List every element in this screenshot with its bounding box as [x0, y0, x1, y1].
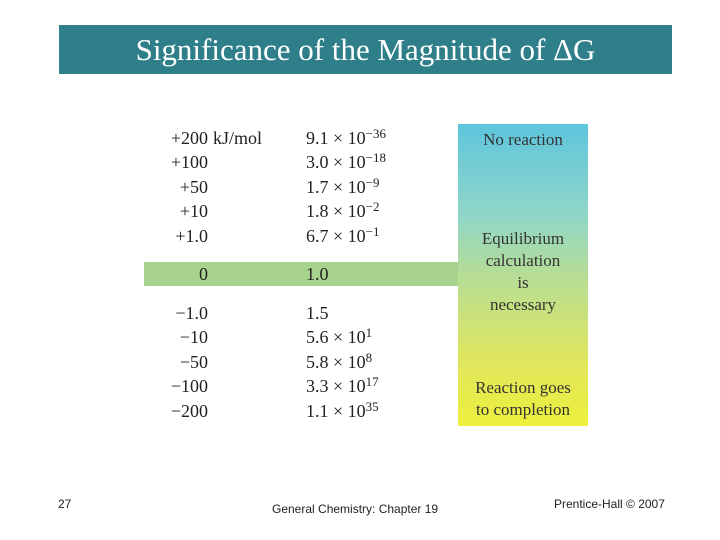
k-mantissa: 1.5 — [306, 303, 329, 323]
equilibrium-label-3: is — [517, 273, 529, 292]
k-value: 3.3 × 1017 — [306, 374, 379, 398]
k-exponent: −2 — [365, 199, 380, 214]
delta-g-value: −10 — [179, 327, 208, 347]
interpretation-panel: No reaction Equilibrium calculation is n… — [458, 124, 588, 426]
k-exponent: −36 — [365, 126, 386, 141]
k-value: 5.6 × 101 — [306, 325, 372, 349]
k-mantissa: 1.1 × 10 — [306, 401, 366, 421]
k-value: 5.8 × 108 — [306, 350, 372, 374]
completion-label-1: Reaction goes — [475, 378, 571, 397]
delta-g-value: +200 — [170, 128, 208, 148]
delta-g-value: −100 — [170, 376, 208, 396]
delta-g-value: −200 — [170, 401, 208, 421]
k-mantissa: 1.8 × 10 — [306, 201, 366, 221]
equilibrium-label-1: Equilibrium — [481, 229, 565, 248]
footer-course: General Chemistry: Chapter 19 — [272, 502, 439, 516]
k-mantissa: 1.7 × 10 — [306, 177, 366, 197]
k-value: 6.7 × 10−1 — [306, 224, 380, 248]
k-exponent: 35 — [365, 399, 379, 414]
k-value: 1.5 — [306, 301, 329, 325]
footer-copyright: Prentice-Hall © 2007 — [554, 497, 665, 511]
slide-title: Significance of the Magnitude of ΔG — [59, 25, 672, 74]
slide-number: 27 — [58, 497, 72, 511]
zero-row-highlight — [144, 262, 458, 286]
k-mantissa: 5.6 × 10 — [306, 327, 366, 347]
delta-g-value: +100 — [170, 152, 208, 172]
k-value: 1.1 × 1035 — [306, 399, 379, 423]
k-exponent: −9 — [365, 175, 380, 190]
k-value: 3.0 × 10−18 — [306, 150, 386, 174]
k-mantissa: 3.3 × 10 — [306, 376, 366, 396]
k-exponent: −18 — [365, 150, 386, 165]
delta-g-value: +10 — [179, 201, 208, 221]
delta-g-value: +1.0 — [175, 226, 208, 246]
k-value: 1.0 — [306, 262, 329, 286]
delta-g-value: 0 — [199, 264, 208, 284]
delta-g-value: +50 — [179, 177, 208, 197]
k-value: 1.7 × 10−9 — [306, 175, 380, 199]
k-mantissa: 5.8 × 10 — [306, 352, 366, 372]
completion-label-2: to completion — [476, 400, 570, 419]
equilibrium-label-4: necessary — [489, 295, 557, 314]
delta-g-value: −50 — [179, 352, 208, 372]
no-reaction-label: No reaction — [483, 130, 563, 149]
delta-g-value: −1.0 — [175, 303, 208, 323]
k-mantissa: 1.0 — [306, 264, 329, 284]
dg-unit-label: kJ/mol — [213, 128, 263, 148]
k-exponent: 17 — [365, 374, 379, 389]
k-exponent: −1 — [365, 224, 380, 239]
k-mantissa: 6.7 × 10 — [306, 226, 366, 246]
k-value: 9.1 × 10−36 — [306, 126, 386, 150]
k-exponent: 8 — [365, 350, 373, 365]
k-mantissa: 9.1 × 10 — [306, 128, 366, 148]
k-exponent: 1 — [365, 325, 373, 340]
k-mantissa: 3.0 × 10 — [306, 152, 366, 172]
equilibrium-label-2: calculation — [485, 251, 561, 270]
k-value: 1.8 × 10−2 — [306, 199, 380, 223]
